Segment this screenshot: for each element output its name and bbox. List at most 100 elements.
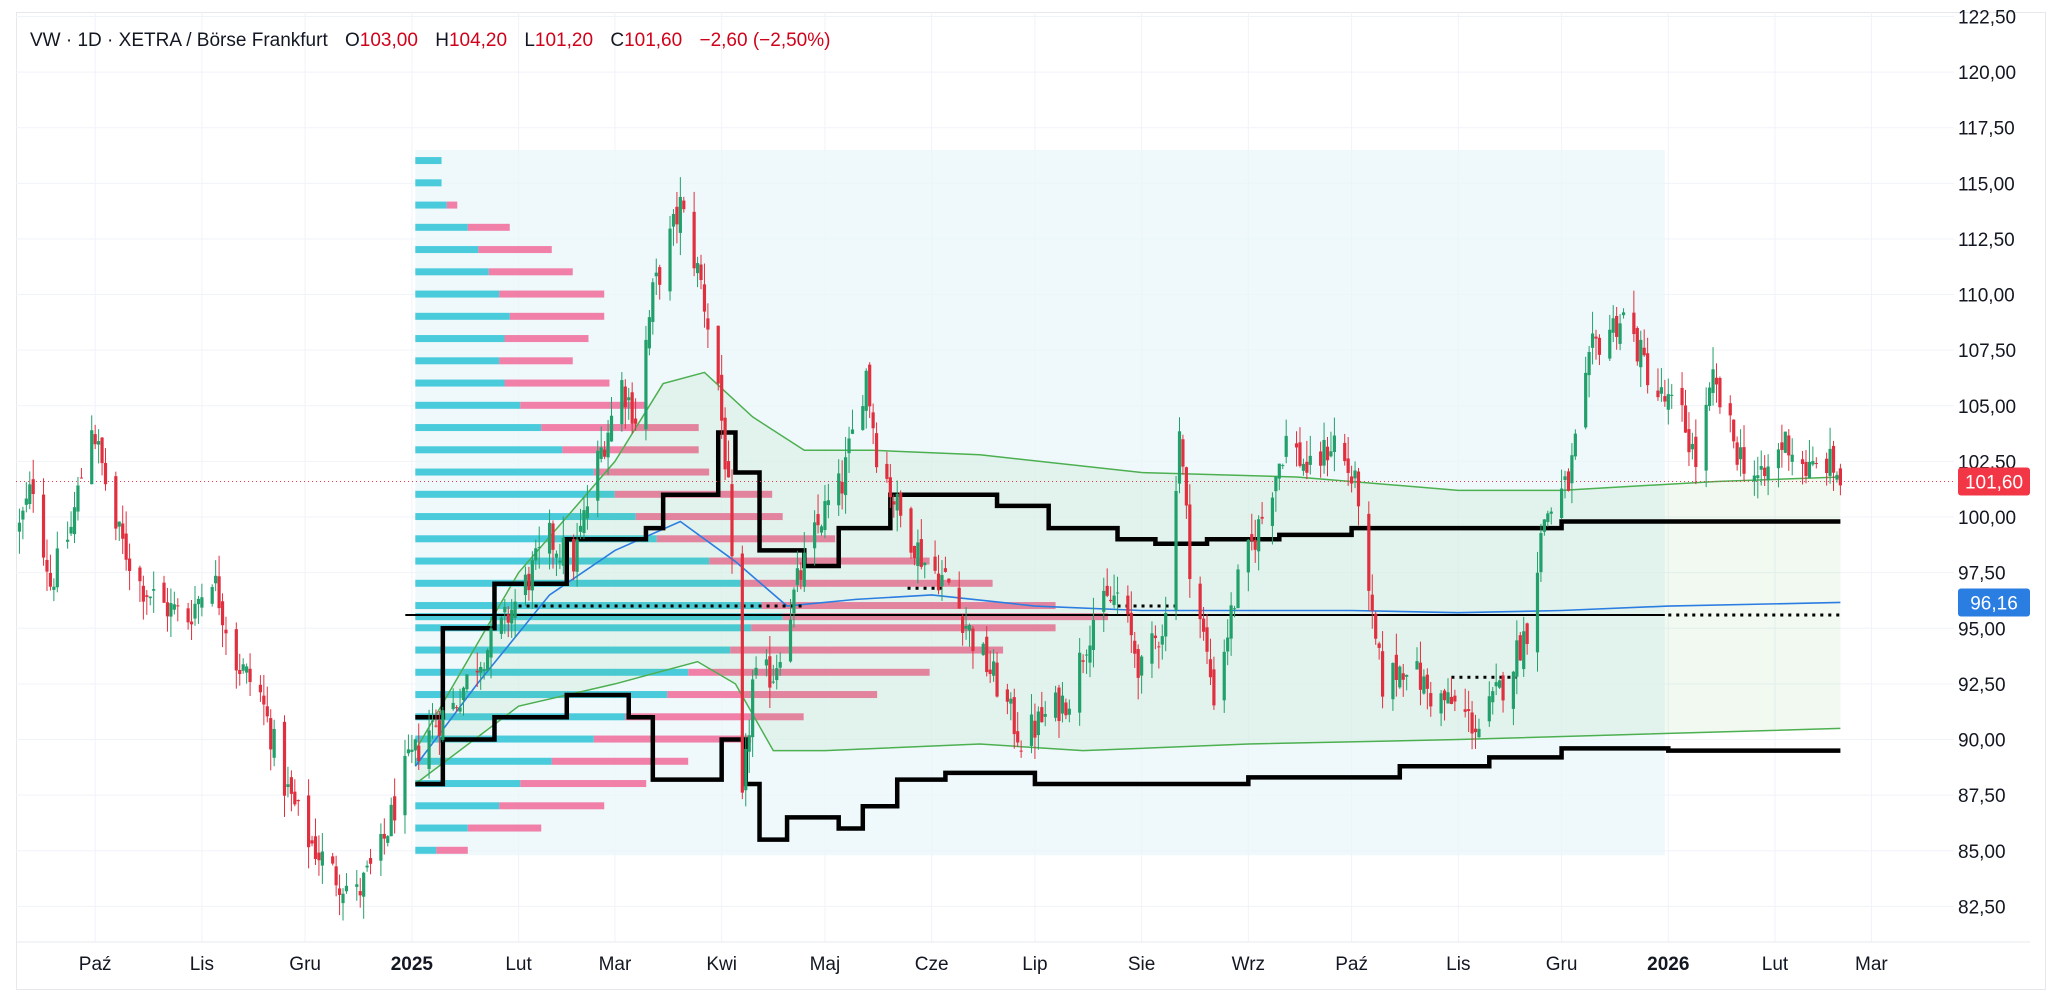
- candle-body: [1646, 353, 1650, 386]
- candle-body: [1418, 662, 1423, 690]
- candle-body: [816, 514, 820, 526]
- candle-body: [90, 430, 94, 485]
- candle-body: [451, 702, 455, 710]
- volume-profile-down-bar: [740, 579, 993, 587]
- candle-body: [1615, 315, 1619, 337]
- volume-profile-up-bar: [415, 357, 500, 365]
- candle-body: [389, 804, 393, 837]
- candle-body: [1501, 675, 1505, 701]
- candle-body: [1776, 449, 1781, 469]
- candle-body: [940, 575, 944, 587]
- indicator-lines: [16, 371, 1954, 842]
- legend-change: −2,60 (−2,50%): [699, 30, 831, 51]
- candle-body: [141, 585, 145, 602]
- candle-body: [1738, 447, 1743, 460]
- candle-body: [365, 865, 369, 868]
- volume-profile-down-bar: [499, 290, 605, 298]
- y-tick-label: 97,50: [1958, 564, 2006, 585]
- candle-body: [1735, 442, 1739, 465]
- candle-body: [406, 749, 411, 754]
- volume-profile-up-bar: [415, 535, 657, 543]
- volume-profile-up-bar: [415, 157, 442, 165]
- candle-body: [245, 666, 249, 673]
- volume-profile-up-bar: [415, 624, 752, 632]
- candle-body: [654, 272, 658, 277]
- candle-body: [720, 374, 724, 421]
- candle-body: [1670, 394, 1674, 396]
- volume-profile-up-bar: [415, 513, 636, 521]
- candle-body: [892, 501, 896, 505]
- volume-profile-down-bar: [761, 602, 1056, 610]
- x-tick-label: Kwi: [706, 954, 737, 975]
- candle-body: [1222, 651, 1226, 701]
- volume-profile-down-bar: [499, 357, 573, 365]
- legend-low-label: L: [524, 30, 535, 51]
- candle-body: [320, 851, 324, 866]
- candle-body: [823, 501, 827, 530]
- candle-body: [819, 526, 824, 533]
- volume-profile-up-bar: [415, 846, 437, 854]
- y-tick-label: 117,50: [1958, 119, 2015, 140]
- candle-body: [895, 493, 899, 511]
- candle-body: [864, 370, 868, 411]
- candle-body: [575, 539, 579, 572]
- candle-body: [1084, 654, 1089, 656]
- candle-body: [1177, 431, 1182, 484]
- volume-profile-down-bar: [688, 668, 930, 676]
- volume-profile-down-bar: [541, 424, 699, 432]
- candle-body: [1656, 390, 1660, 398]
- candle-body: [1370, 594, 1374, 611]
- candle-body: [1246, 539, 1250, 573]
- candle-body: [1825, 458, 1829, 474]
- candle-body: [489, 628, 493, 658]
- candle-body: [210, 587, 214, 604]
- x-tick-label: Gru: [1546, 954, 1578, 975]
- volume-profile-up-bar: [415, 335, 505, 343]
- candle-body: [114, 476, 118, 529]
- candle-body: [1198, 583, 1202, 620]
- candle-body: [826, 500, 830, 506]
- candle-body: [241, 664, 245, 671]
- volume-profile-up-bar: [415, 802, 500, 810]
- candle-body: [427, 730, 431, 769]
- volume-profile-down-bar: [436, 846, 468, 854]
- candle-body: [1759, 466, 1763, 470]
- candle-body: [1811, 461, 1815, 465]
- candle-body: [93, 434, 97, 445]
- candle-body: [1322, 439, 1326, 466]
- y-tick-label: 115,00: [1958, 174, 2015, 195]
- candle-body: [41, 494, 46, 558]
- x-tick-label: 2025: [391, 954, 434, 975]
- candle-body: [1298, 442, 1302, 466]
- candle-body: [1398, 666, 1402, 688]
- candle-body: [234, 629, 238, 671]
- volume-profile-down-bar: [751, 624, 1056, 632]
- x-tick-label: Maj: [810, 954, 841, 975]
- candle-body: [1790, 454, 1794, 462]
- candle-body: [596, 450, 600, 501]
- candle-body: [1597, 337, 1602, 355]
- candle-body: [1012, 697, 1016, 735]
- y-tick-label: 112,50: [1958, 230, 2015, 251]
- candle-body: [1319, 451, 1323, 466]
- candle-body: [1088, 645, 1092, 663]
- candle-body: [981, 643, 985, 656]
- candle-body: [272, 728, 276, 758]
- candle-body: [1212, 669, 1216, 706]
- candle-body: [1057, 687, 1061, 722]
- candle-body: [1694, 436, 1698, 468]
- volume-profile-up-bar: [415, 446, 563, 454]
- candle-body: [578, 525, 583, 532]
- candle-body: [644, 339, 648, 430]
- candle-body: [847, 438, 851, 454]
- candle-body: [1394, 654, 1398, 680]
- y-tick-label: 92,50: [1958, 675, 2006, 696]
- x-tick-label: Lis: [190, 954, 214, 975]
- candle-body: [775, 668, 779, 681]
- candle-body: [289, 777, 293, 794]
- candle-body: [1732, 419, 1736, 442]
- candle-body: [393, 796, 397, 821]
- volume-profile-down-bar: [509, 312, 605, 320]
- candle-body: [1401, 673, 1405, 680]
